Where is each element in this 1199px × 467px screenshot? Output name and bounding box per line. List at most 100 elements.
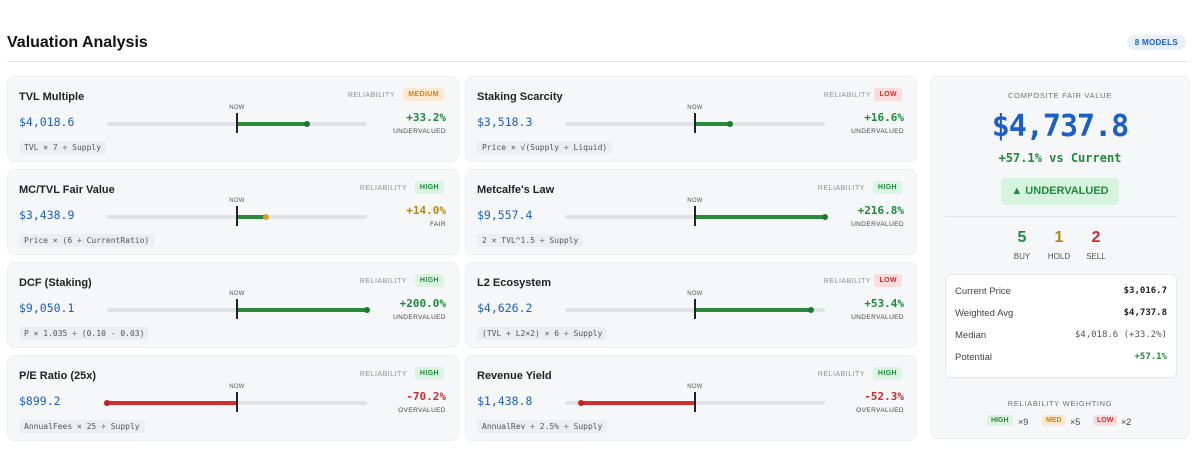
model-formula: AnnualRev ÷ 2.5% ÷ Supply: [477, 420, 608, 433]
reliability-label: RELIABILITY: [817, 185, 865, 192]
reliability-label: RELIABILITY: [359, 278, 407, 285]
bar-marker: [822, 214, 828, 220]
bar-marker: [304, 121, 310, 127]
divider: [945, 216, 1177, 217]
reliability-badge: HIGH: [414, 274, 444, 287]
weight-badge-med: MED: [1042, 415, 1066, 426]
now-label: NOW: [687, 291, 703, 297]
model-value: $1,438.8: [477, 394, 533, 408]
now-label: NOW: [229, 105, 245, 111]
model-card-l2-ecosystem[interactable]: L2 Ecosystem RELIABILITY LOW $4,626.2 NO…: [465, 262, 917, 348]
valuation-bar: NOW: [565, 384, 825, 412]
stat-label: Potential: [955, 352, 992, 363]
reliability-label: RELIABILITY: [347, 92, 395, 99]
now-label: NOW: [229, 198, 245, 204]
buy-count: 5: [1017, 229, 1027, 246]
now-marker: [694, 206, 696, 226]
valuation-bar: NOW: [565, 105, 825, 133]
model-name: Staking Scarcity: [477, 91, 563, 103]
bar-marker: [578, 400, 584, 406]
model-verdict: UNDERVALUED: [851, 221, 904, 228]
stat-label: Current Price: [955, 286, 1011, 297]
model-card-mc-tvl[interactable]: MC/TVL Fair Value RELIABILITY HIGH $3,43…: [7, 169, 459, 255]
composite-verdict-badge: ▲ UNDERVALUED: [1001, 178, 1119, 205]
weighting-label: RELIABILITY WEIGHTING: [1007, 399, 1113, 408]
stat-value: +57.1%: [1134, 352, 1167, 362]
models-count-badge: 8 MODELS: [1126, 35, 1186, 50]
composite-label: COMPOSITE FAIR VALUE: [1008, 91, 1112, 100]
model-value: $899.2: [19, 394, 61, 408]
stat-value: $3,016.7: [1123, 286, 1167, 296]
weight-badge-low: LOW: [1093, 415, 1118, 426]
composite-panel: COMPOSITE FAIR VALUE $4,737.8 +57.1% vs …: [930, 76, 1190, 439]
bar-fill: [695, 122, 730, 126]
model-card-tvl-multiple[interactable]: TVL Multiple RELIABILITY MEDIUM $4,018.6…: [7, 76, 459, 162]
model-card-metcalfe[interactable]: Metcalfe's Law RELIABILITY HIGH $9,557.4…: [465, 169, 917, 255]
page-header: Valuation Analysis 8 MODELS: [7, 0, 1189, 62]
weighting-legend: HIGH ×9 MED ×5 LOW ×2: [931, 415, 1189, 429]
bar-fill: [237, 308, 367, 312]
model-name: TVL Multiple: [19, 91, 85, 103]
now-marker: [236, 299, 238, 319]
bar-fill: [237, 122, 307, 126]
model-value: $9,050.1: [19, 301, 75, 315]
model-formula: AnnualFees × 25 ÷ Supply: [19, 420, 145, 433]
model-value: $3,518.3: [477, 115, 533, 129]
now-marker: [694, 113, 696, 133]
valuation-bar: NOW: [107, 198, 367, 226]
model-verdict: OVERVALUED: [398, 407, 446, 414]
valuation-bar: NOW: [565, 291, 825, 319]
model-upside: -70.2%: [406, 390, 446, 403]
model-formula: Price × (6 ÷ CurrentRatio): [19, 234, 155, 247]
hold-count: 1: [1054, 229, 1064, 246]
reliability-badge: HIGH: [414, 367, 444, 380]
now-label: NOW: [229, 384, 245, 390]
bar-marker: [364, 307, 370, 313]
model-card-dcf-staking[interactable]: DCF (Staking) RELIABILITY HIGH $9,050.1 …: [7, 262, 459, 348]
bar-marker: [727, 121, 733, 127]
composite-stats: Current Price $3,016.7 Weighted Avg $4,7…: [945, 274, 1177, 378]
weight-mult-med: ×5: [1070, 417, 1081, 427]
valuation-bar: NOW: [107, 291, 370, 319]
bar-marker: [104, 400, 110, 406]
sell-count: 2: [1091, 229, 1101, 246]
now-marker: [236, 113, 238, 133]
page-title: Valuation Analysis: [7, 34, 148, 51]
bar-marker: [808, 307, 814, 313]
stat-row-weighted-avg: Weighted Avg $4,737.8: [955, 308, 1167, 322]
reliability-badge: LOW: [874, 88, 902, 101]
bar-fill: [581, 401, 695, 405]
model-name: P/E Ratio (25x): [19, 370, 97, 382]
model-formula: 2 × TVL^1.5 ÷ Supply: [477, 234, 584, 247]
model-upside: -52.3%: [864, 390, 904, 403]
model-verdict: UNDERVALUED: [851, 128, 904, 135]
stat-row-current-price: Current Price $3,016.7: [955, 286, 1167, 300]
reliability-badge: LOW: [874, 274, 902, 287]
now-label: NOW: [687, 198, 703, 204]
reliability-badge: HIGH: [414, 181, 444, 194]
model-value: $3,438.9: [19, 208, 75, 222]
model-formula: (TVL + L2×2) × 6 ÷ Supply: [477, 327, 608, 340]
bar-marker: [263, 214, 269, 220]
model-name: Metcalfe's Law: [477, 184, 555, 196]
now-label: NOW: [687, 384, 703, 390]
model-card-pe-ratio[interactable]: P/E Ratio (25x) RELIABILITY HIGH $899.2 …: [7, 355, 459, 441]
model-card-revenue-yield[interactable]: Revenue Yield RELIABILITY HIGH $1,438.8 …: [465, 355, 917, 441]
weight-mult-high: ×9: [1018, 417, 1029, 427]
reliability-badge: HIGH: [872, 367, 902, 380]
reliability-label: RELIABILITY: [823, 278, 871, 285]
valuation-bar: NOW: [107, 105, 367, 133]
model-upside: +33.2%: [406, 111, 446, 124]
reliability-label: RELIABILITY: [817, 371, 865, 378]
model-formula: P × 1.035 ÷ (0.10 - 0.03): [19, 327, 150, 340]
stat-value: $4,737.8: [1123, 308, 1167, 318]
now-marker: [236, 206, 238, 226]
reliability-label: RELIABILITY: [359, 185, 407, 192]
model-value: $4,018.6: [19, 115, 75, 129]
model-verdict: UNDERVALUED: [393, 128, 446, 135]
model-card-staking-scarcity[interactable]: Staking Scarcity RELIABILITY LOW $3,518.…: [465, 76, 917, 162]
model-value: $4,626.2: [477, 301, 533, 315]
reliability-badge: MEDIUM: [403, 88, 444, 101]
stat-label: Weighted Avg: [955, 308, 1014, 319]
bar-fill: [107, 401, 237, 405]
